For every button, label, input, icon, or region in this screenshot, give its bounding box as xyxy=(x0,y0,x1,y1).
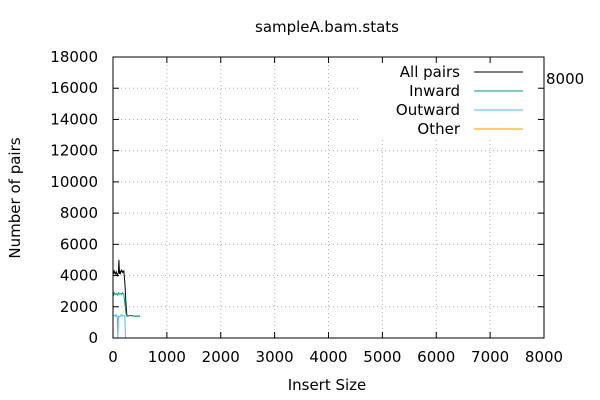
x-tick-label: 7000 xyxy=(471,348,509,366)
x-tick-label: 0 xyxy=(108,348,118,366)
series-line-inward xyxy=(112,291,140,317)
x-tick-label: 1000 xyxy=(148,348,186,366)
y-tick-label: 14000 xyxy=(50,110,98,128)
y-tick-label: 6000 xyxy=(60,235,98,253)
y-tick-label: 2000 xyxy=(60,298,98,316)
series-line-all-pairs xyxy=(112,259,140,317)
x-tick-labels: 0 1000 2000 3000 4000 5000 6000 7000 8000 xyxy=(108,348,563,366)
y-tick-label: 18000 xyxy=(50,48,98,66)
x-tick-label: 4000 xyxy=(309,348,347,366)
y-axis-title: Number of pairs xyxy=(6,137,24,258)
grid xyxy=(113,57,544,338)
plot-series xyxy=(112,259,140,339)
x-axis-title: Insert Size xyxy=(288,376,367,394)
legend-label: Inward xyxy=(409,82,460,100)
legend-label: All pairs xyxy=(400,63,460,81)
y-tick-label: 0 xyxy=(88,329,98,347)
x-tick-label: 6000 xyxy=(417,348,455,366)
x-tick-label: 5000 xyxy=(363,348,401,366)
y-tick-label: 8000 xyxy=(60,204,98,222)
series-line-outward xyxy=(112,313,129,339)
chart-title: sampleA.bam.stats xyxy=(255,18,399,36)
right-axis-label: 8000 xyxy=(546,70,584,88)
y-tick-label: 12000 xyxy=(50,142,98,160)
x-tick-label: 3000 xyxy=(256,348,294,366)
y-tick-label: 16000 xyxy=(50,79,98,97)
y-tick-label: 10000 xyxy=(50,173,98,191)
x-tick-label: 2000 xyxy=(202,348,240,366)
y-tick-labels: 0 2000 4000 6000 8000 10000 12000 14000 16000 180… xyxy=(50,48,98,347)
axis-ticks xyxy=(112,56,545,339)
y-tick-label: 4000 xyxy=(60,267,98,285)
x-tick-label: 8000 xyxy=(525,348,563,366)
legend-label: Outward xyxy=(396,101,460,119)
legend-label: Other xyxy=(417,120,460,138)
